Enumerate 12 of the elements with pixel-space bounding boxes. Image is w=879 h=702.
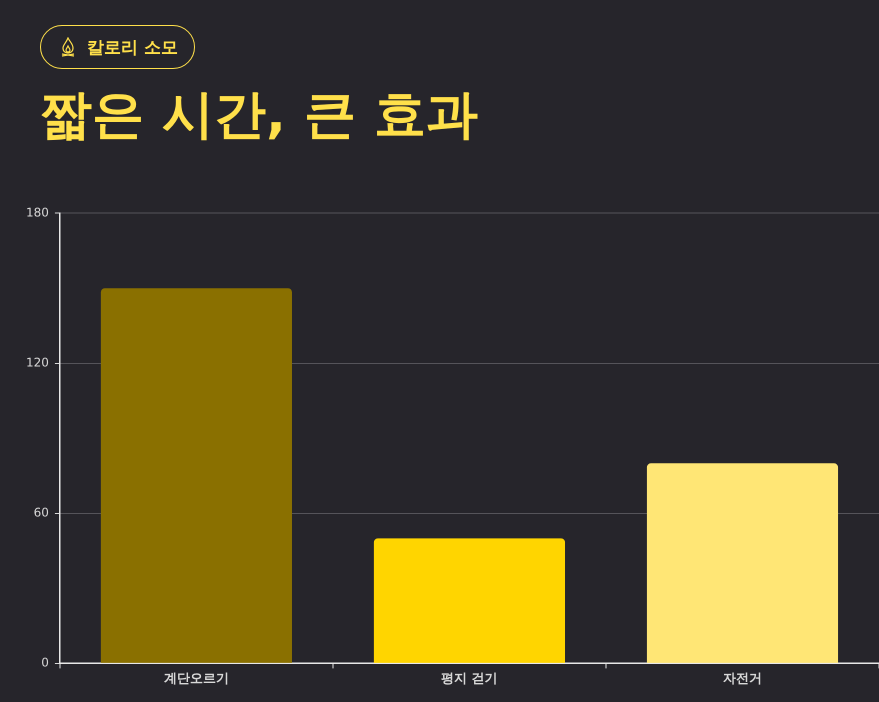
y-tick-label: 60	[34, 505, 49, 520]
chart-title: 짧은 시간, 큰 효과	[40, 84, 478, 147]
x-tick-label: 평지 걷기	[441, 672, 498, 687]
x-tick-label: 자전거	[722, 672, 762, 687]
bar	[646, 463, 838, 663]
chart-subtitle: 칼로리 소모	[87, 36, 178, 58]
y-tick-label: 0	[41, 656, 49, 670]
x-tick-label: 계단오르기	[164, 672, 229, 687]
bar	[374, 538, 566, 663]
bar	[100, 288, 292, 663]
y-tick-label: 180	[26, 205, 49, 220]
y-tick-label: 120	[26, 355, 49, 370]
